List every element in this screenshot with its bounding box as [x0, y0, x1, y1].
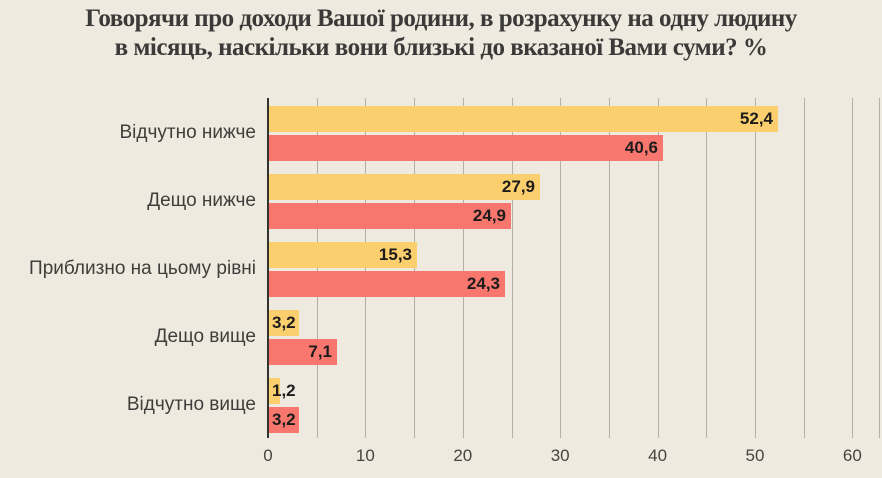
gridline-60	[852, 98, 853, 438]
value-label: 3,2	[272, 313, 296, 332]
bar-yellow: 15,3	[268, 242, 417, 268]
value-label: 7,1	[308, 342, 332, 361]
value-label: 15,3	[378, 245, 412, 264]
bar-red: 3,2	[268, 407, 299, 433]
bar-yellow: 52,4	[268, 106, 778, 132]
bar-red: 7,1	[268, 339, 337, 365]
bar-yellow: 27,9	[268, 174, 540, 200]
bar-red: 24,9	[268, 203, 511, 229]
x-tick-label-60: 60	[842, 446, 862, 465]
category-label: Дещо вище	[154, 326, 256, 347]
x-tick-label-30: 30	[550, 446, 570, 465]
chart-title-line-1: Говорячи про доходи Вашої родини, в розр…	[85, 5, 797, 32]
gridline-15	[414, 98, 415, 438]
gridline-35	[609, 98, 610, 438]
bar-red: 24,3	[268, 271, 505, 297]
gridline-25	[512, 98, 513, 438]
gridline-30	[560, 98, 561, 438]
gridline-5	[317, 98, 318, 438]
x-tick-label-40: 40	[648, 446, 668, 465]
value-label: 40,6	[624, 138, 658, 157]
value-label: 27,9	[501, 177, 535, 196]
gridline-40	[658, 98, 659, 438]
value-label: 24,9	[472, 206, 506, 225]
x-tick-label-50: 50	[745, 446, 765, 465]
chart-title: Говорячи про доходи Вашої родини, в розр…	[0, 4, 882, 62]
category-label: Приблизно на цьому рівні	[29, 258, 256, 279]
plot-area: 52,4 40,6 27,9 24,9 15,3 24,3 3,2 7,1 1,2 3,2	[268, 98, 880, 438]
gridline-45	[706, 98, 707, 438]
gridline-10	[365, 98, 366, 438]
value-label: 52,4	[739, 109, 773, 128]
x-tick-label-0: 0	[263, 446, 273, 465]
x-tick-label-10: 10	[355, 446, 375, 465]
chart-title-line-2: в місяць, наскільки вони близькі до вказ…	[114, 34, 768, 61]
gridline-55	[804, 98, 805, 438]
plot-right-edge	[879, 98, 880, 438]
category-label: Відчутно вище	[126, 394, 256, 415]
gridline-50	[755, 98, 756, 438]
bar-red: 40,6	[268, 135, 663, 161]
value-label: 24,3	[466, 274, 500, 293]
category-label: Відчутно нижче	[119, 122, 257, 143]
category-label: Дещо нижче	[147, 190, 256, 211]
gridline-20	[463, 98, 464, 438]
value-label: 1,2	[272, 381, 296, 400]
bar-yellow: 1,2	[268, 378, 296, 404]
bar-yellow: 3,2	[268, 310, 299, 336]
value-label: 3,2	[272, 410, 296, 429]
x-tick-label-20: 20	[453, 446, 473, 465]
y-axis-line	[267, 98, 269, 438]
